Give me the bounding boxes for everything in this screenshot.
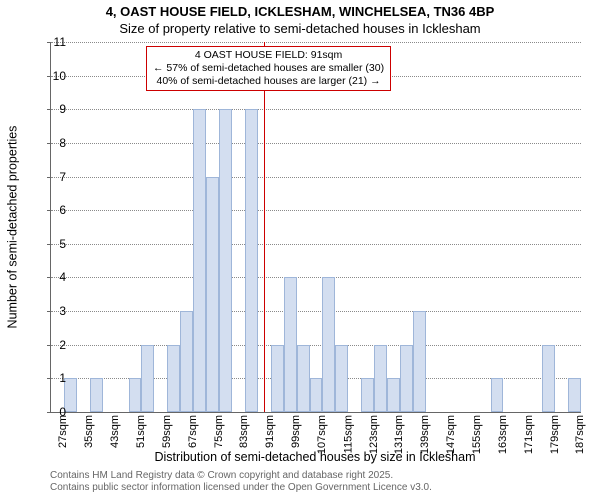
histogram-bar: [413, 311, 426, 412]
ytick-label: 11: [54, 35, 66, 49]
histogram-bar: [335, 345, 348, 412]
ytick-label: 6: [59, 203, 66, 217]
xtick-label: 171sqm: [523, 415, 535, 454]
gridline: [51, 210, 581, 211]
ytick-label: 1: [59, 371, 66, 385]
xtick-label: 75sqm: [213, 415, 225, 448]
chart-title-line1: 4, OAST HOUSE FIELD, ICKLESHAM, WINCHELS…: [0, 4, 600, 19]
ytick-mark: [47, 177, 51, 178]
xtick-label: 67sqm: [187, 415, 199, 448]
histogram-bar: [90, 378, 103, 412]
footer-line2: Contains public sector information licen…: [50, 482, 432, 494]
marker-line: [264, 42, 265, 412]
ytick-label: 8: [59, 136, 66, 150]
histogram-bar: [271, 345, 284, 412]
y-axis-label: Number of semi-detached properties: [2, 42, 22, 412]
histogram-bar: [374, 345, 387, 412]
histogram-bar: [206, 177, 219, 412]
xtick-label: 83sqm: [238, 415, 250, 448]
gridline: [51, 311, 581, 312]
histogram-bar: [129, 378, 142, 412]
xtick-label: 99sqm: [290, 415, 302, 448]
xtick-label: 59sqm: [161, 415, 173, 448]
histogram-bar: [361, 378, 374, 412]
histogram-bar: [284, 277, 297, 412]
histogram-bar: [542, 345, 555, 412]
histogram-bar: [180, 311, 193, 412]
histogram-bar: [141, 345, 154, 412]
annotation-line3: 40% of semi-detached houses are larger (…: [153, 75, 384, 88]
chart-title-line2: Size of property relative to semi-detach…: [0, 21, 600, 36]
footer-attribution: Contains HM Land Registry data © Crown c…: [50, 470, 432, 494]
ytick-mark: [47, 277, 51, 278]
xtick-label: 43sqm: [109, 415, 121, 448]
histogram-bar: [322, 277, 335, 412]
xtick-label: 91sqm: [264, 415, 276, 448]
histogram-bar: [491, 378, 504, 412]
ytick-label: 5: [59, 237, 66, 251]
annotation-box: 4 OAST HOUSE FIELD: 91sqm← 57% of semi-d…: [146, 46, 391, 91]
histogram-bar: [219, 109, 232, 412]
gridline: [51, 244, 581, 245]
histogram-bar: [387, 378, 400, 412]
ytick-label: 9: [59, 102, 66, 116]
xtick-label: 51sqm: [135, 415, 147, 448]
footer-line1: Contains HM Land Registry data © Crown c…: [50, 470, 432, 482]
histogram-bar: [310, 378, 323, 412]
gridline: [51, 277, 581, 278]
ytick-mark: [47, 76, 51, 77]
histogram-bar: [568, 378, 581, 412]
xtick-label: 139sqm: [419, 415, 431, 454]
histogram-bar: [297, 345, 310, 412]
xtick-label: 35sqm: [83, 415, 95, 448]
ytick-mark: [47, 311, 51, 312]
xtick-label: 27sqm: [57, 415, 69, 448]
ytick-mark: [47, 42, 51, 43]
ytick-mark: [47, 143, 51, 144]
ytick-label: 2: [59, 338, 66, 352]
xtick-label: 187sqm: [575, 415, 587, 454]
xtick-label: 107sqm: [316, 415, 328, 454]
xtick-label: 147sqm: [445, 415, 457, 454]
ytick-mark: [47, 345, 51, 346]
chart-container: 4, OAST HOUSE FIELD, ICKLESHAM, WINCHELS…: [0, 0, 600, 500]
ytick-mark: [47, 378, 51, 379]
xtick-label: 155sqm: [471, 415, 483, 454]
histogram-bar: [245, 109, 258, 412]
ytick-mark: [47, 210, 51, 211]
ytick-label: 4: [59, 270, 66, 284]
xtick-label: 163sqm: [497, 415, 509, 454]
ytick-mark: [47, 244, 51, 245]
ytick-mark: [47, 412, 51, 413]
ytick-label: 7: [59, 170, 66, 184]
gridline: [51, 143, 581, 144]
ytick-mark: [47, 109, 51, 110]
xtick-label: 131sqm: [394, 415, 406, 454]
xtick-label: 179sqm: [549, 415, 561, 454]
gridline: [51, 345, 581, 346]
ytick-label: 3: [59, 304, 66, 318]
xtick-label: 115sqm: [342, 415, 354, 453]
histogram-bar: [193, 109, 206, 412]
gridline: [51, 42, 581, 43]
annotation-line1: 4 OAST HOUSE FIELD: 91sqm: [153, 49, 384, 62]
histogram-bar: [400, 345, 413, 412]
gridline: [51, 109, 581, 110]
ytick-label: 10: [53, 69, 66, 83]
xtick-label: 123sqm: [368, 415, 380, 454]
histogram-bar: [167, 345, 180, 412]
gridline: [51, 177, 581, 178]
annotation-line2: ← 57% of semi-detached houses are smalle…: [153, 62, 384, 75]
plot-area: 4 OAST HOUSE FIELD: 91sqm← 57% of semi-d…: [50, 42, 581, 413]
